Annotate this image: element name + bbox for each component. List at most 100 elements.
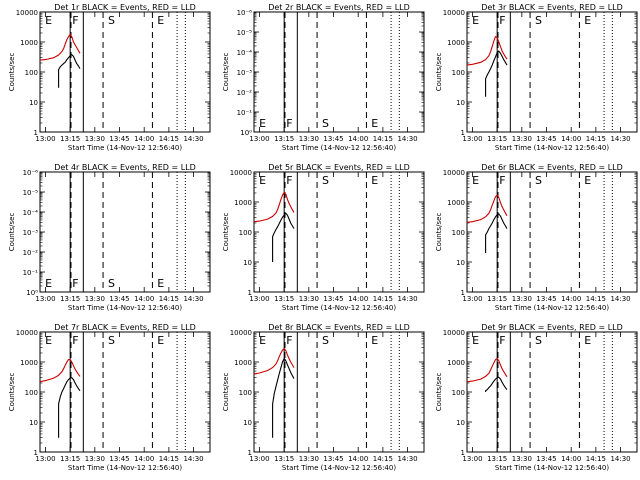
x-tick-label: 13:00 xyxy=(462,135,482,143)
phase-label: E xyxy=(472,334,479,347)
plot-frame xyxy=(253,331,425,453)
y-tick-label: 10000 xyxy=(443,329,465,337)
x-tick-label: 14:30 xyxy=(610,455,630,463)
phase-label: E xyxy=(259,174,266,187)
x-tick-label: 14:15 xyxy=(586,295,606,303)
series-line-events xyxy=(485,376,508,392)
x-tick-label: 14:15 xyxy=(159,135,179,143)
y-tick-label: 10000 xyxy=(16,9,38,17)
x-tick-label: 14:00 xyxy=(348,455,368,463)
y-tick-label: 10 xyxy=(243,259,252,267)
x-tick-label: 14:30 xyxy=(183,135,203,143)
x-tick-label: 14:00 xyxy=(348,135,368,143)
phase-label: F xyxy=(72,334,78,347)
x-tick-label: 13:15 xyxy=(274,455,294,463)
y-axis-label: Counts/sec xyxy=(222,213,230,252)
chart-title: Det 4r BLACK = Events, RED = LLD xyxy=(54,163,196,172)
y-tick-label: 1 xyxy=(34,129,38,137)
series-line-lld xyxy=(466,35,508,66)
phase-label: E xyxy=(157,277,164,290)
x-tick-label: 14:30 xyxy=(183,455,203,463)
x-tick-label: 13:15 xyxy=(60,455,80,463)
chart-panel-9: Det 9r BLACK = Events, RED = LLD 1 10 100 10… xyxy=(435,323,638,472)
x-tick-label: 14:30 xyxy=(397,295,417,303)
y-tick-label: 10000 xyxy=(230,169,252,177)
series-line-lld xyxy=(466,194,508,223)
chart-title: Det 7r BLACK = Events, RED = LLD xyxy=(54,323,196,332)
phase-label: E xyxy=(371,174,378,187)
phase-label: E xyxy=(371,117,378,130)
x-tick-label: 13:15 xyxy=(274,135,294,143)
y-tick-label: 10000 xyxy=(443,169,465,177)
x-tick-label: 13:45 xyxy=(323,455,343,463)
y-axis-label: Counts/sec xyxy=(222,373,230,412)
y-tick-label: 10000 xyxy=(230,329,252,337)
y-axis-label: Counts/sec xyxy=(435,373,443,412)
x-tick-label: 13:45 xyxy=(323,295,343,303)
x-tick-label: 14:00 xyxy=(561,295,581,303)
x-tick-label: 13:45 xyxy=(109,455,129,463)
y-tick-label: 10⁻³ xyxy=(237,69,253,77)
plot-frame xyxy=(253,11,425,133)
x-tick-label: 14:00 xyxy=(134,295,154,303)
phase-label: F xyxy=(72,277,78,290)
x-tick-label: 13:00 xyxy=(249,135,269,143)
y-axis-label: Counts/sec xyxy=(8,213,16,252)
y-tick-label: 10⁻¹ xyxy=(23,269,39,277)
phase-label: S xyxy=(322,117,329,130)
y-tick-label: 10 xyxy=(456,259,465,267)
chart-panel-1: Det 1r BLACK = Events, RED = LLD 1 10 100 10… xyxy=(8,3,211,152)
series-line-events xyxy=(58,53,81,88)
x-tick-label: 14:30 xyxy=(397,455,417,463)
y-tick-label: 10000 xyxy=(443,9,465,17)
x-tick-label: 13:45 xyxy=(536,455,556,463)
x-tick-label: 13:00 xyxy=(249,455,269,463)
phase-label: F xyxy=(286,174,292,187)
x-axis-label: Start Time (14-Nov-12 12:56:40) xyxy=(68,464,182,472)
y-tick-label: 1 xyxy=(461,449,465,457)
x-tick-label: 13:00 xyxy=(462,295,482,303)
x-tick-label: 14:15 xyxy=(159,295,179,303)
phase-label: E xyxy=(259,334,266,347)
x-tick-label: 13:00 xyxy=(249,295,269,303)
x-tick-label: 14:15 xyxy=(159,455,179,463)
x-axis-label: Start Time (14-Nov-12 12:56:40) xyxy=(495,144,609,152)
y-tick-label: 100 xyxy=(452,229,465,237)
plot-frame xyxy=(39,11,211,133)
phase-label: E xyxy=(584,14,591,27)
plot-frame xyxy=(466,171,638,293)
phase-label: E xyxy=(157,334,164,347)
y-tick-label: 1 xyxy=(248,449,252,457)
x-tick-label: 13:15 xyxy=(60,295,80,303)
x-tick-label: 13:00 xyxy=(35,295,55,303)
x-tick-label: 13:30 xyxy=(85,295,105,303)
x-tick-label: 13:00 xyxy=(462,455,482,463)
y-tick-label: 1000 xyxy=(234,199,252,207)
phase-label: E xyxy=(45,14,52,27)
series-line-events xyxy=(485,213,508,253)
x-tick-label: 14:00 xyxy=(134,135,154,143)
y-tick-label: 1 xyxy=(248,289,252,297)
x-tick-label: 14:00 xyxy=(561,455,581,463)
phase-label: F xyxy=(286,334,292,347)
x-tick-label: 13:30 xyxy=(85,135,105,143)
chart-title: Det 6r BLACK = Events, RED = LLD xyxy=(481,163,623,172)
x-tick-label: 13:30 xyxy=(512,455,532,463)
y-axis-label: Counts/sec xyxy=(222,53,230,92)
phase-label: E xyxy=(45,277,52,290)
chart-title: Det 2r BLACK = Events, RED = LLD xyxy=(268,3,410,12)
y-tick-label: 10000 xyxy=(16,329,38,337)
x-tick-label: 14:00 xyxy=(134,455,154,463)
x-tick-label: 13:15 xyxy=(274,295,294,303)
phase-label: S xyxy=(535,14,542,27)
x-tick-label: 13:30 xyxy=(85,455,105,463)
chart-panel-2: Det 2r BLACK = Events, RED = LLD 10⁰ 10⁻¹ 1… xyxy=(222,3,425,152)
phase-label: E xyxy=(371,334,378,347)
y-tick-label: 10 xyxy=(456,99,465,107)
y-tick-label: 10 xyxy=(243,419,252,427)
phase-label: E xyxy=(584,174,591,187)
y-tick-label: 1000 xyxy=(447,39,465,47)
x-axis-label: Start Time (14-Nov-12 12:56:40) xyxy=(495,304,609,312)
series-line-events xyxy=(58,377,81,438)
y-tick-label: 100 xyxy=(239,389,252,397)
